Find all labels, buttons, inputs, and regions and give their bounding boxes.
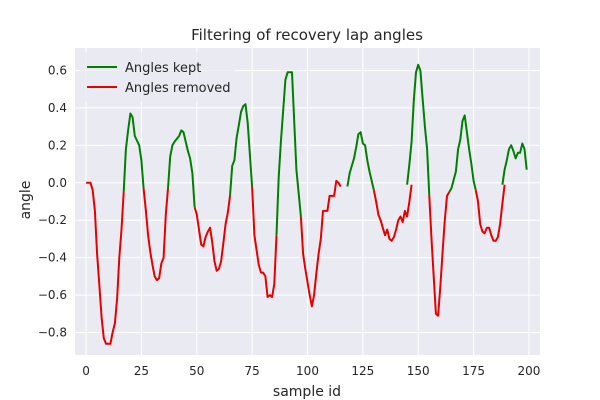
- y-tick-label: 0.2: [48, 138, 67, 152]
- x-tick-label: 200: [517, 364, 540, 378]
- series-line-segment: [501, 142, 528, 185]
- series-removed: [86, 179, 506, 345]
- legend-label-removed: Angles removed: [125, 81, 231, 96]
- x-axis-ticks: 0 25 50 75 100 125 150 175 200: [82, 364, 540, 378]
- series-line-segment: [167, 129, 196, 208]
- series-line-segment: [448, 114, 477, 193]
- y-tick-label: 0.0: [48, 176, 67, 190]
- series-line-segment: [251, 186, 278, 298]
- series-line-segment: [372, 184, 413, 242]
- series-line-segment: [474, 184, 506, 242]
- y-tick-label: −0.8: [38, 326, 67, 340]
- x-axis-label: sample id: [273, 384, 341, 400]
- legend-box: [80, 52, 235, 102]
- x-tick-label: 125: [351, 364, 374, 378]
- x-tick-label: 25: [134, 364, 149, 378]
- y-tick-label: −0.4: [38, 251, 67, 265]
- y-tick-label: 0.4: [48, 101, 67, 115]
- y-tick-label: 0.6: [48, 63, 67, 77]
- series-layer: [86, 63, 528, 345]
- y-tick-label: −0.6: [38, 288, 67, 302]
- x-tick-label: 75: [245, 364, 260, 378]
- chart-title: Filtering of recovery lap angles: [191, 26, 423, 44]
- x-tick-label: 0: [82, 364, 90, 378]
- series-line-segment: [122, 112, 145, 193]
- x-tick-label: 175: [462, 364, 485, 378]
- series-line-segment: [142, 188, 169, 282]
- series-line-segment: [346, 131, 375, 191]
- y-axis-ticks: −0.8 −0.6 −0.4 −0.2 0.0 0.2 0.4 0.6: [38, 63, 67, 339]
- y-tick-label: −0.2: [38, 213, 67, 227]
- x-tick-label: 50: [189, 364, 204, 378]
- y-axis-label: angle: [18, 181, 34, 220]
- grid-lines: [75, 48, 540, 355]
- legend-label-kept: Angles kept: [125, 61, 201, 76]
- series-line-segment: [299, 179, 342, 308]
- x-tick-label: 100: [296, 364, 319, 378]
- series-line-segment: [229, 103, 254, 196]
- series-line-segment: [428, 191, 451, 317]
- legend: Angles kept Angles removed: [80, 52, 235, 102]
- series-line-segment: [275, 71, 302, 236]
- series-kept: [122, 63, 528, 236]
- series-line-segment: [406, 63, 431, 196]
- series-line-segment: [86, 181, 125, 345]
- series-line-segment: [193, 195, 231, 272]
- x-tick-label: 150: [407, 364, 430, 378]
